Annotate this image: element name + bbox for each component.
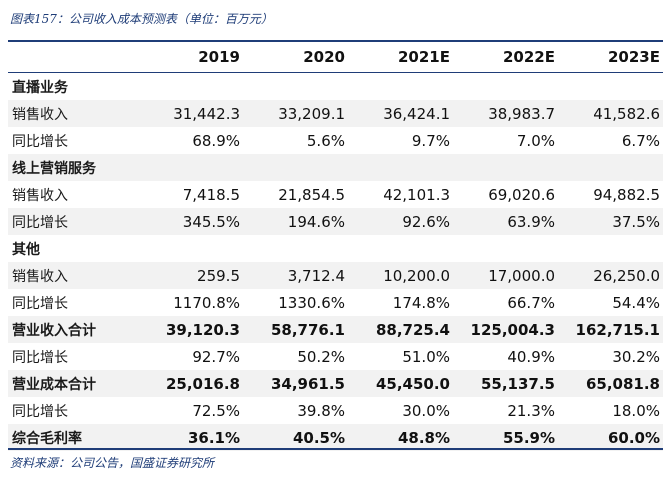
value-cell: 39,120.3 [165, 320, 240, 339]
value-cell: 3,712.4 [287, 266, 345, 285]
row-label: 销售收入 [12, 268, 68, 285]
value-cell: 174.8% [392, 293, 450, 312]
value-cell: 162,715.1 [575, 320, 660, 339]
value-cell: 18.0% [612, 401, 660, 420]
value-cell: 10,200.0 [383, 266, 450, 285]
bottom-rule [8, 448, 663, 450]
value-cell: 92.7% [192, 347, 240, 366]
table-row: 销售收入 31,442.3 33,209.1 36,424.1 38,983.7 41,5… [8, 100, 663, 127]
value-cell: 21.3% [507, 401, 555, 420]
row-label: 营业成本合计 [12, 376, 96, 393]
value-cell: 125,004.3 [470, 320, 555, 339]
value-cell: 6.7% [621, 131, 660, 150]
header-row: 2019 2020 2021E 2022E 2023E [8, 42, 663, 72]
row-label: 营业收入合计 [12, 322, 96, 339]
header-cell-2020: 2020 [303, 48, 345, 66]
row-label: 同比增长 [12, 133, 68, 150]
value-cell: 40.9% [507, 347, 555, 366]
value-cell: 1170.8% [173, 293, 240, 312]
value-cell: 69,020.6 [488, 185, 555, 204]
value-cell: 26,250.0 [593, 266, 660, 285]
header-rule [8, 72, 663, 73]
value-cell: 60.0% [607, 428, 660, 447]
value-cell: 31,442.3 [173, 104, 240, 123]
value-cell: 37.5% [612, 212, 660, 231]
value-cell: 94,882.5 [593, 185, 660, 204]
source-note: 资料来源：公司公告，国盛证券研究所 [10, 456, 215, 470]
value-cell: 68.9% [192, 131, 240, 150]
value-cell: 40.5% [292, 428, 345, 447]
value-cell: 17,000.0 [488, 266, 555, 285]
row-label: 同比增长 [12, 214, 68, 231]
table-row: 同比增长 92.7% 50.2% 51.0% 40.9% 30.2% [8, 343, 663, 370]
value-cell: 259.5 [197, 266, 240, 285]
value-cell: 48.8% [397, 428, 450, 447]
value-cell: 21,854.5 [278, 185, 345, 204]
value-cell: 50.2% [297, 347, 345, 366]
value-cell: 25,016.8 [165, 374, 240, 393]
value-cell: 7.0% [516, 131, 555, 150]
table-row: 销售收入 7,418.5 21,854.5 42,101.3 69,020.6 94,88… [8, 181, 663, 208]
value-cell: 38,983.7 [488, 104, 555, 123]
value-cell: 63.9% [507, 212, 555, 231]
value-cell: 55.9% [502, 428, 555, 447]
table-row: 同比增长 1170.8% 1330.6% 174.8% 66.7% 54.4% [8, 289, 663, 316]
value-cell: 58,776.1 [270, 320, 345, 339]
value-cell: 5.6% [306, 131, 345, 150]
value-cell: 194.6% [287, 212, 345, 231]
value-cell: 92.6% [402, 212, 450, 231]
row-label: 其他 [12, 241, 40, 258]
row-label: 同比增长 [12, 403, 68, 420]
value-cell: 1330.6% [278, 293, 345, 312]
header-cell-2022e: 2022E [503, 48, 555, 66]
row-label: 同比增长 [12, 349, 68, 366]
row-label: 综合毛利率 [12, 430, 82, 447]
table-row: 销售收入 259.5 3,712.4 10,200.0 17,000.0 26,250.0 [8, 262, 663, 289]
value-cell: 66.7% [507, 293, 555, 312]
value-cell: 41,582.6 [593, 104, 660, 123]
value-cell: 30.0% [402, 401, 450, 420]
table-row: 同比增长 345.5% 194.6% 92.6% 63.9% 37.5% [8, 208, 663, 235]
value-cell: 45,450.0 [375, 374, 450, 393]
total-row: 营业成本合计 25,016.8 34,961.5 45,450.0 55,137.5 65… [8, 370, 663, 397]
table-row: 同比增长 68.9% 5.6% 9.7% 7.0% 6.7% [8, 127, 663, 154]
value-cell: 55,137.5 [480, 374, 555, 393]
section-row: 直播业务 [8, 73, 663, 100]
top-rule [8, 40, 663, 42]
value-cell: 51.0% [402, 347, 450, 366]
value-cell: 88,725.4 [375, 320, 450, 339]
row-label: 线上营销服务 [12, 160, 96, 177]
total-row: 综合毛利率 36.1% 40.5% 48.8% 55.9% 60.0% [8, 424, 663, 451]
value-cell: 36,424.1 [383, 104, 450, 123]
value-cell: 54.4% [612, 293, 660, 312]
value-cell: 345.5% [182, 212, 240, 231]
row-label: 销售收入 [12, 187, 68, 204]
value-cell: 72.5% [192, 401, 240, 420]
header-cell-2023e: 2023E [608, 48, 660, 66]
value-cell: 65,081.8 [585, 374, 660, 393]
row-label: 销售收入 [12, 106, 68, 123]
header-cell-2019: 2019 [198, 48, 240, 66]
section-row: 线上营销服务 [8, 154, 663, 181]
figure-title: 图表157：公司收入成本预测表（单位：百万元） [10, 12, 273, 26]
value-cell: 7,418.5 [182, 185, 240, 204]
value-cell: 42,101.3 [383, 185, 450, 204]
section-row: 其他 [8, 235, 663, 262]
value-cell: 30.2% [612, 347, 660, 366]
total-row: 营业收入合计 39,120.3 58,776.1 88,725.4 125,004.3 1… [8, 316, 663, 343]
value-cell: 34,961.5 [270, 374, 345, 393]
row-label: 同比增长 [12, 295, 68, 312]
table-row: 同比增长 72.5% 39.8% 30.0% 21.3% 18.0% [8, 397, 663, 424]
header-cell-2021e: 2021E [398, 48, 450, 66]
value-cell: 9.7% [411, 131, 450, 150]
value-cell: 39.8% [297, 401, 345, 420]
value-cell: 33,209.1 [278, 104, 345, 123]
value-cell: 36.1% [187, 428, 240, 447]
row-label: 直播业务 [12, 79, 68, 96]
forecast-table: 2019 2020 2021E 2022E 2023E 直播业务销售收入 31,4… [8, 40, 663, 451]
